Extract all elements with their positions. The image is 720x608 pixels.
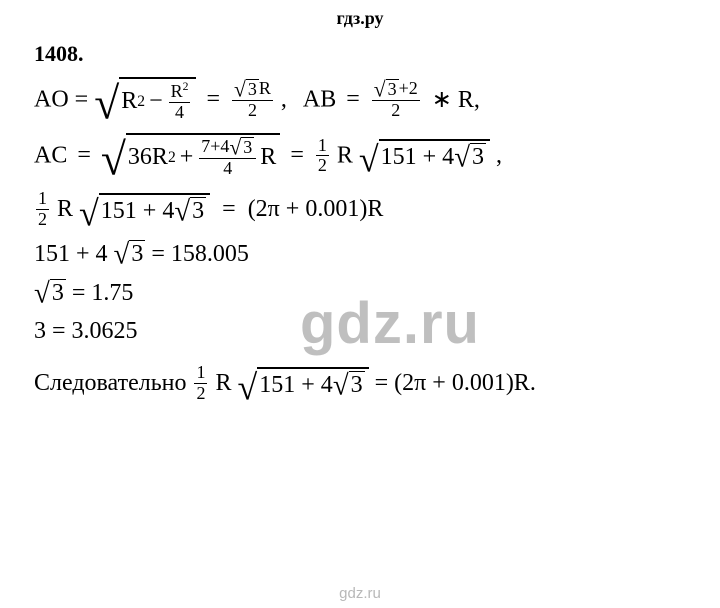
sqrt3-a: √3 — [234, 79, 259, 101]
lead: Следовательно — [34, 370, 192, 396]
radicand: 151 + 4 √3 — [379, 139, 490, 172]
frac-R2-4: R2 4 — [169, 81, 191, 123]
eq-rhs: = 1.75 — [72, 280, 134, 306]
equation-line-6: 3 = 3.0625 — [0, 317, 720, 345]
three: 3 — [241, 137, 254, 159]
sqrt-big-1: √ R2 − R2 4 — [94, 77, 196, 123]
sqrt3-f: √3 — [114, 240, 146, 269]
equation-line-4: 151 + 4 √3 = 158.005 — [0, 240, 720, 269]
plus: + — [176, 144, 198, 171]
num-1: 1 — [316, 136, 329, 157]
radicand: 151 + 4 √3 — [99, 193, 210, 226]
frac-sqrt3R-2: √3R 2 — [232, 79, 273, 121]
minus: − — [145, 88, 167, 115]
label-AC: AC — [34, 142, 67, 168]
sqrt-big-2b: √ 151 + 4 √3 — [359, 139, 490, 172]
three: 3 — [50, 279, 66, 308]
problem-number: 1408. — [0, 29, 720, 67]
num-a: 7+4 — [201, 136, 229, 156]
R: R — [259, 78, 271, 98]
R: R — [121, 88, 137, 115]
inner-a: 151 + 4 — [259, 372, 333, 399]
times-R: ∗ R, — [428, 87, 480, 113]
sqrt-big-3: √ 151 + 4 √3 — [79, 193, 210, 226]
den-2: 2 — [316, 156, 329, 176]
radical-sign: √ — [238, 372, 258, 405]
num-1: 1 — [194, 363, 207, 384]
comma: , — [496, 142, 502, 168]
den-2b: 2 — [372, 101, 420, 121]
label-AO: AO — [34, 86, 69, 112]
text: 3 = 3.0625 — [34, 318, 138, 344]
equation-line-3: 1 2 R √ 151 + 4 √3 = (2π + 0.001)R — [0, 189, 720, 230]
plus2: +2 — [399, 78, 418, 98]
frac-7-4sqrt3-4: 7+4√3 4 — [199, 137, 256, 179]
equals: = — [375, 370, 395, 396]
equals-2: = — [286, 142, 308, 168]
sqrt3-c: √3 — [229, 137, 254, 159]
radicand: 36R2 + 7+4√3 4 R — [126, 133, 280, 179]
sq: 2 — [137, 93, 145, 111]
den-4: 4 — [199, 159, 256, 179]
three: 3 — [386, 79, 399, 101]
comma: , — [281, 86, 287, 112]
sqrt3-h: √3 — [333, 371, 365, 400]
equals: = — [73, 142, 95, 168]
equals: = — [75, 86, 89, 112]
sqrt3-e: √3 — [174, 197, 206, 226]
sqrt3-b: √3 — [374, 79, 399, 101]
radical-sign: √ — [101, 138, 126, 184]
den-2: 2 — [232, 101, 273, 121]
t36R2: 36R — [128, 144, 168, 171]
R: R — [258, 144, 276, 171]
equals-3: = — [342, 86, 364, 112]
rhs: (2π + 0.001)R — [248, 196, 384, 222]
sqrt-big-7: √ 151 + 4 √3 — [238, 367, 369, 400]
label-AB: AB — [303, 86, 336, 112]
half: 1 2 — [194, 363, 207, 404]
three: 3 — [470, 143, 486, 172]
R: R — [215, 370, 231, 396]
half: 1 2 — [36, 189, 49, 230]
den-2: 2 — [194, 384, 207, 404]
lhs-a: 151 + 4 — [34, 241, 108, 267]
eq-rhs: = 158.005 — [151, 241, 249, 267]
three: 3 — [190, 197, 206, 226]
radical-sign: √ — [79, 197, 99, 230]
sqrt3-g: √3 — [34, 279, 66, 308]
three: 3 — [349, 371, 365, 400]
equation-line-2: AC = √ 36R2 + 7+4√3 4 R = 1 2 R √ 151 + … — [0, 133, 720, 179]
equation-line-1: AO = √ R2 − R2 4 = √3R 2 , AB = √3+2 2 ∗… — [0, 77, 720, 123]
sqrt-big-2: √ 36R2 + 7+4√3 4 R — [101, 133, 280, 179]
equation-line-5: √3 = 1.75 — [0, 279, 720, 308]
inner-a: 151 + 4 — [101, 198, 175, 225]
radicand: 151 + 4 √3 — [257, 367, 368, 400]
radical-sign: √ — [359, 144, 379, 177]
equals: = — [216, 196, 242, 222]
footer-text: gdz.ru — [0, 585, 720, 602]
equals-2: = — [202, 86, 224, 112]
num-sq: 2 — [183, 80, 189, 93]
R-out: R — [337, 142, 353, 168]
num-R: R — [171, 81, 183, 101]
inner-a: 151 + 4 — [381, 144, 455, 171]
den-2: 2 — [36, 210, 49, 230]
frac-sqrt3plus2-2: √3+2 2 — [372, 79, 420, 121]
R: R — [57, 196, 73, 222]
site-header: гдз.ру — [0, 0, 720, 29]
radicand: R2 − R2 4 — [119, 77, 196, 123]
den-4: 4 — [169, 103, 191, 123]
num-1: 1 — [36, 189, 49, 210]
three: 3 — [129, 240, 145, 269]
sq: 2 — [168, 149, 176, 167]
three: 3 — [246, 79, 259, 101]
radical-sign: √ — [94, 82, 119, 128]
sqrt3-d: √3 — [454, 143, 486, 172]
equation-line-7: Следовательно 1 2 R √ 151 + 4 √3 = (2π +… — [0, 363, 720, 404]
rhs: (2π + 0.001)R. — [394, 370, 536, 396]
half: 1 2 — [316, 136, 329, 177]
